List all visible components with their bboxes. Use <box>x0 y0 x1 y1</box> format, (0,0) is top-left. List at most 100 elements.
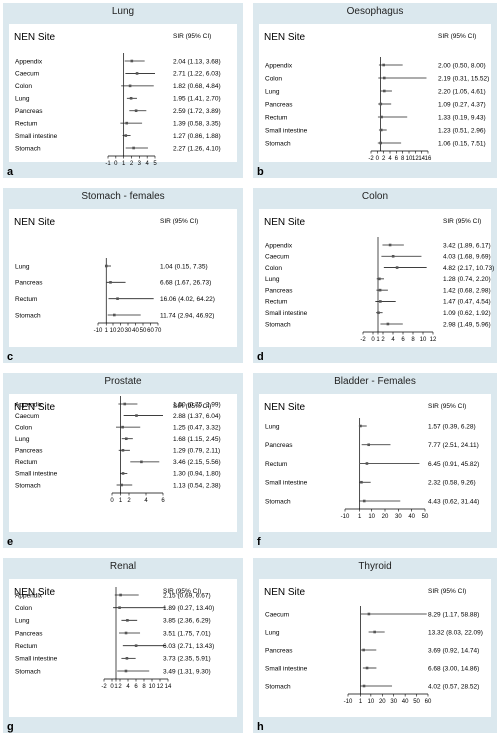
sir-point <box>391 254 395 258</box>
sir-point <box>130 59 134 63</box>
x-tick-label: -2 <box>101 684 107 690</box>
row-value: 1.06 (0.15, 7.51) <box>438 140 486 147</box>
header-sir: SIR (95% CI) <box>443 218 481 225</box>
row-value: 1.57 (0.39, 6.28) <box>428 423 476 430</box>
row-label: Colon <box>265 265 282 272</box>
sir-point <box>128 84 132 88</box>
sir-point <box>140 460 143 464</box>
x-tick-label: 5 <box>153 161 157 167</box>
x-tick-label: 8 <box>411 337 415 343</box>
row-value: 6.68 (3.00, 14.86) <box>428 665 479 672</box>
row-label: Rectum <box>15 643 37 650</box>
plot-area <box>9 394 237 532</box>
x-tick-label: 30 <box>125 328 132 334</box>
row-value: 1.04 (0.15, 7.35) <box>160 263 208 270</box>
row-value: 1.39 (0.58, 3.35) <box>173 120 221 127</box>
panel-letter: f <box>257 536 261 548</box>
row-label: Stomach <box>15 312 41 319</box>
row-value: 1.33 (0.19, 9.43) <box>438 114 486 121</box>
row-label: Lung <box>15 436 30 443</box>
row-label: Small intestine <box>265 127 308 134</box>
sir-point <box>359 424 362 428</box>
row-value: 2.20 (1.05, 4.61) <box>438 88 486 95</box>
sir-point <box>119 593 122 597</box>
row-value: 8.29 (1.17, 58.88) <box>428 611 479 618</box>
row-label: Lung <box>15 96 30 103</box>
header-sir: SIR (95% CI) <box>173 33 211 40</box>
row-label: Pancreas <box>15 630 43 637</box>
row-label: Pancreas <box>15 448 43 455</box>
header-nen-site: NEN Site <box>14 32 56 43</box>
sir-point <box>121 472 125 475</box>
row-value: 1.29 (0.79, 2.11) <box>173 448 220 455</box>
panel-letter: e <box>7 536 14 548</box>
panel-lung: Lung a NEN Site SIR (95% CI) -1 0 1 2 3 4 5 Appen… <box>3 3 243 178</box>
header-sir: SIR (95% CI) <box>428 588 466 595</box>
header-nen-site: NEN Site <box>14 402 56 413</box>
row-value: 1.09 (0.62, 1.92) <box>443 310 491 317</box>
row-value: 13.32 (8.03, 22.09) <box>428 629 483 636</box>
row-label: Rectum <box>15 459 37 466</box>
x-tick-label: 40 <box>132 328 139 334</box>
sir-point <box>373 630 376 634</box>
x-tick-label: 1 <box>105 328 109 334</box>
panel-letter: b <box>257 166 264 178</box>
row-label: Colon <box>15 605 32 612</box>
row-value: 1.95 (1.41, 2.70) <box>173 96 221 103</box>
row-label: Small intestine <box>15 133 58 140</box>
row-value: 2.98 (1.49, 5.96) <box>443 321 491 328</box>
plot-area <box>9 579 237 717</box>
x-tick-label: 1 <box>119 498 123 504</box>
x-tick-label: 60 <box>425 699 432 705</box>
row-label: Caecum <box>15 71 39 78</box>
row-label: Stomach <box>265 683 291 690</box>
row-label: Small intestine <box>15 471 58 478</box>
forest-plot-oesophagus: NEN Site SIR (95% CI) -2 0 2 4 6 8 10 12 14 16 Appen… <box>259 24 491 162</box>
sir-point <box>367 612 371 616</box>
row-value: 1.42 (0.68, 2.98) <box>443 287 491 294</box>
row-value: 7.77 (2.51, 24.11) <box>428 442 479 449</box>
row-label: Colon <box>265 75 282 82</box>
x-tick-label: 0 <box>110 684 114 690</box>
sir-point <box>379 141 382 145</box>
row-value: 1.27 (0.86, 1.88) <box>173 133 221 140</box>
sir-point <box>126 619 129 622</box>
sir-point <box>121 448 125 452</box>
x-tick-label: 6 <box>401 337 405 343</box>
sir-point <box>124 631 128 635</box>
x-tick-label: 1 <box>359 699 363 705</box>
sir-point <box>124 134 128 137</box>
header-nen-site: NEN Site <box>264 587 306 598</box>
sir-point <box>379 128 383 132</box>
sir-point <box>360 480 363 484</box>
x-tick-label: 14 <box>418 156 425 162</box>
header-sir: SIR (95% CI) <box>163 588 201 595</box>
forest-plot-lung: NEN Site SIR (95% CI) -1 0 1 2 3 4 5 Appendix 2.04… <box>9 24 237 167</box>
x-tick-label: 0 <box>371 337 375 343</box>
header-nen-site: NEN Site <box>264 402 306 413</box>
row-label: Lung <box>15 263 30 270</box>
row-label: Appendix <box>15 401 43 408</box>
sir-point <box>367 443 370 447</box>
row-label: Small intestine <box>265 480 308 487</box>
forest-plot-thyroid: NEN Site SIR (95% CI) -10 1 10 20 30 40 50 60 Caec… <box>259 579 491 717</box>
panel-prostate: Prostate e NEN Site SIR (95% CI) 0 1 2 4 6 Appe… <box>3 373 243 548</box>
plot-area <box>9 209 237 347</box>
sir-point <box>113 313 116 317</box>
forest-plot-renal: NEN Site SIR (95% CI)-2 0 1 2 4 6 8 10 12 14Append… <box>9 579 237 717</box>
row-value: 2.19 (0.31, 15.52) <box>438 75 489 82</box>
row-value: 2.00 (0.50, 8.00) <box>438 62 486 69</box>
x-tick-label: -2 <box>368 156 374 162</box>
row-value: 1.09 (0.27, 4.37) <box>438 101 486 108</box>
sir-point <box>383 89 386 93</box>
sir-point <box>132 146 135 150</box>
sir-point <box>379 300 382 303</box>
x-tick-label: -10 <box>94 328 103 334</box>
header-sir: SIR (95% CI) <box>428 403 466 410</box>
x-tick-label: 4 <box>388 156 392 162</box>
sir-point <box>365 462 369 465</box>
x-tick-label: 2 <box>130 161 134 167</box>
sir-point <box>109 281 112 284</box>
row-label: Pancreas <box>15 280 43 287</box>
sir-point <box>124 437 128 441</box>
